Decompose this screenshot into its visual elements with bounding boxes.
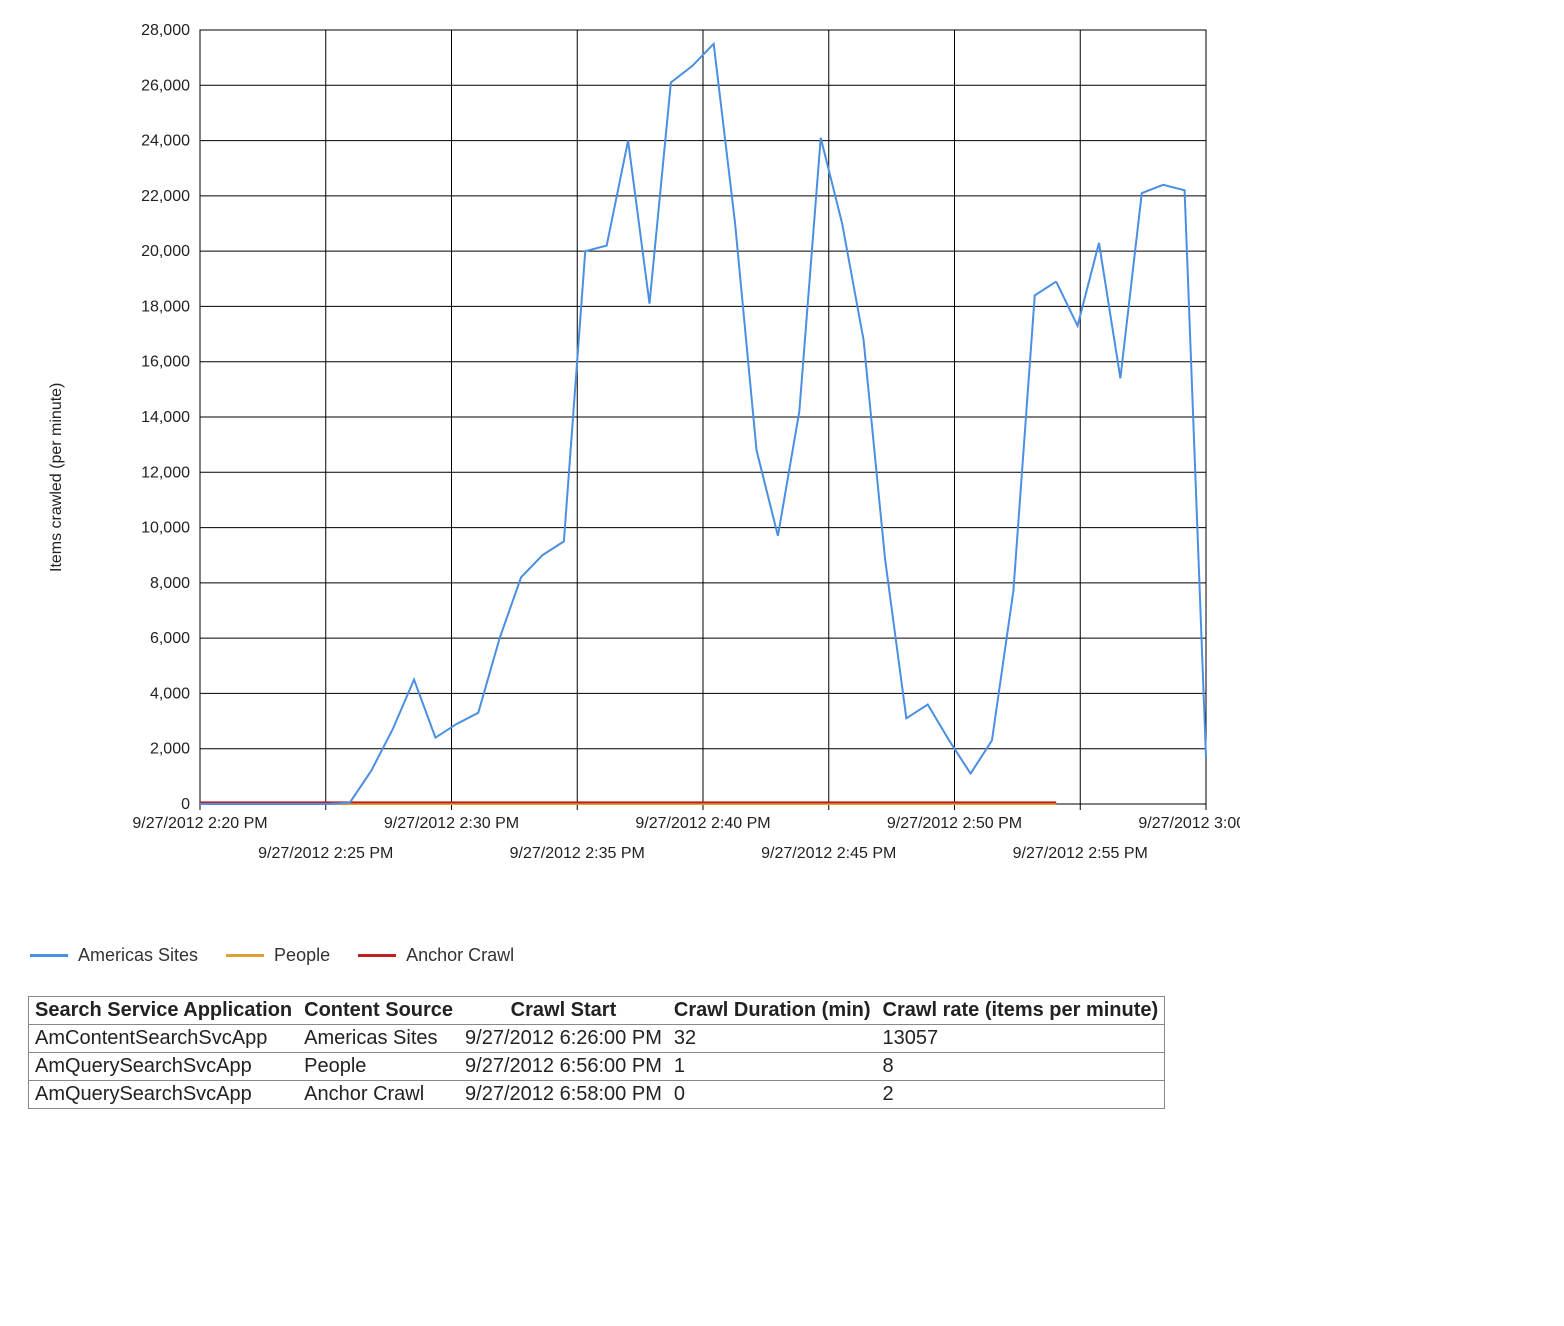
- svg-text:10,000: 10,000: [141, 520, 190, 537]
- y-axis-title: Items crawled (per minute): [48, 382, 66, 571]
- crawl-rate-chart: Items crawled (per minute) 0 2,000 4,000 6,…: [40, 20, 1564, 905]
- legend-item-people: People: [226, 945, 330, 966]
- svg-text:9/27/2012 2:25 PM: 9/27/2012 2:25 PM: [258, 845, 393, 862]
- svg-text:28,000: 28,000: [141, 22, 190, 39]
- svg-text:26,000: 26,000: [141, 77, 190, 94]
- legend-label: People: [274, 945, 330, 966]
- svg-text:9/27/2012 2:55 PM: 9/27/2012 2:55 PM: [1013, 845, 1148, 862]
- legend-swatch: [358, 954, 396, 957]
- svg-text:18,000: 18,000: [141, 298, 190, 315]
- chart-legend: Americas Sites People Anchor Crawl: [30, 945, 1564, 966]
- table-cell: 0: [668, 1081, 877, 1109]
- table-cell: 1: [668, 1053, 877, 1081]
- table-row: AmQuerySearchSvcAppAnchor Crawl9/27/2012…: [29, 1081, 1165, 1109]
- table-cell: 9/27/2012 6:56:00 PM: [459, 1053, 668, 1081]
- legend-item-anchor-crawl: Anchor Crawl: [358, 945, 514, 966]
- table-cell: Anchor Crawl: [298, 1081, 459, 1109]
- svg-text:20,000: 20,000: [141, 243, 190, 260]
- table-cell: 13057: [877, 1025, 1165, 1053]
- col-header: Search Service Application: [29, 997, 299, 1025]
- legend-item-americas-sites: Americas Sites: [30, 945, 198, 966]
- svg-text:9/27/2012 2:40 PM: 9/27/2012 2:40 PM: [635, 815, 770, 832]
- table-cell: 2: [877, 1081, 1165, 1109]
- col-header: Crawl Start: [459, 997, 668, 1025]
- svg-text:6,000: 6,000: [150, 630, 190, 647]
- table-cell: AmContentSearchSvcApp: [29, 1025, 299, 1053]
- table-cell: People: [298, 1053, 459, 1081]
- svg-text:14,000: 14,000: [141, 409, 190, 426]
- svg-text:24,000: 24,000: [141, 133, 190, 150]
- legend-swatch: [226, 954, 264, 957]
- table-row: AmContentSearchSvcAppAmericas Sites9/27/…: [29, 1025, 1165, 1053]
- svg-text:9/27/2012 2:35 PM: 9/27/2012 2:35 PM: [510, 845, 645, 862]
- svg-text:0: 0: [181, 796, 190, 813]
- table-cell: 32: [668, 1025, 877, 1053]
- svg-text:4,000: 4,000: [150, 685, 190, 702]
- svg-text:22,000: 22,000: [141, 188, 190, 205]
- table-cell: 9/27/2012 6:26:00 PM: [459, 1025, 668, 1053]
- legend-label: Anchor Crawl: [406, 945, 514, 966]
- svg-text:9/27/2012 2:50 PM: 9/27/2012 2:50 PM: [887, 815, 1022, 832]
- svg-text:2,000: 2,000: [150, 741, 190, 758]
- svg-text:9/27/2012 2:45 PM: 9/27/2012 2:45 PM: [761, 845, 896, 862]
- crawl-summary-table: Search Service ApplicationContent Source…: [28, 996, 1564, 1109]
- svg-text:9/27/2012 2:30 PM: 9/27/2012 2:30 PM: [384, 815, 519, 832]
- table-cell: Americas Sites: [298, 1025, 459, 1053]
- table-cell: AmQuerySearchSvcApp: [29, 1081, 299, 1109]
- svg-text:9/27/2012 2:20 PM: 9/27/2012 2:20 PM: [132, 815, 267, 832]
- svg-text:8,000: 8,000: [150, 575, 190, 592]
- svg-text:12,000: 12,000: [141, 464, 190, 481]
- col-header: Content Source: [298, 997, 459, 1025]
- col-header: Crawl rate (items per minute): [877, 997, 1165, 1025]
- legend-swatch: [30, 954, 68, 957]
- table-cell: 9/27/2012 6:58:00 PM: [459, 1081, 668, 1109]
- legend-label: Americas Sites: [78, 945, 198, 966]
- table-row: AmQuerySearchSvcAppPeople9/27/2012 6:56:…: [29, 1053, 1165, 1081]
- chart-svg: 0 2,000 4,000 6,000 8,000 10,000 12,000 14,000 1…: [40, 20, 1240, 900]
- col-header: Crawl Duration (min): [668, 997, 877, 1025]
- svg-text:9/27/2012 3:00 PM: 9/27/2012 3:00 PM: [1138, 815, 1240, 832]
- table-cell: AmQuerySearchSvcApp: [29, 1053, 299, 1081]
- svg-text:16,000: 16,000: [141, 354, 190, 371]
- table-cell: 8: [877, 1053, 1165, 1081]
